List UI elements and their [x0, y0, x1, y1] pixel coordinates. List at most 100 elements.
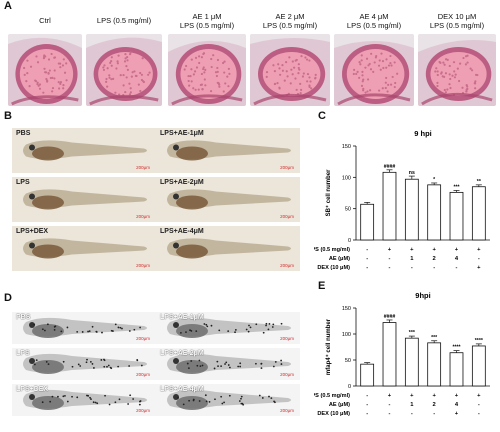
significance-label: *** — [453, 184, 460, 190]
zebrafish-larva-icon — [156, 312, 300, 344]
condition-value: + — [455, 393, 459, 399]
histology-label-line1: AE 4 μM — [359, 12, 389, 21]
histology-label-line2: LPS (0.5 mg/ml) — [429, 21, 485, 30]
histology-label: AE 2 μM LPS (0.5 mg/ml) — [250, 12, 330, 30]
condition-value: - — [389, 402, 391, 408]
condition-value: - — [389, 265, 391, 271]
panel-d-fluorescence-grid: PBS 200μm LPS+AE-1μM 200μm LPS 200μm LPS+AE-2μ… — [12, 312, 308, 424]
histology-section — [86, 34, 162, 106]
condition-value: 2 — [433, 402, 436, 408]
condition-value: - — [366, 411, 368, 417]
significance-label: ** — [477, 179, 482, 185]
condition-value: 1 — [410, 402, 414, 408]
condition-value: - — [366, 402, 368, 408]
histology-image — [250, 34, 330, 106]
zebrafish-larva-icon — [12, 312, 156, 344]
scale-bar-label: 200μm — [136, 408, 150, 413]
condition-row-label: AE (μM) — [329, 402, 350, 408]
histology-image — [168, 34, 246, 106]
condition-value: + — [477, 265, 481, 271]
condition-value: + — [410, 247, 414, 253]
histology-label-line1: AE 1 μM — [192, 12, 222, 21]
bar — [382, 322, 397, 387]
scale-bar-label: 200μm — [280, 165, 294, 170]
significance-label: ns — [409, 170, 415, 176]
y-tick-label: 150 — [342, 306, 351, 312]
histology-label: LPS (0.5 mg/ml) — [84, 16, 164, 25]
panel-b-brightfield-grid: PBS 200μm LPS+AE-1μM 200μm LPS 200μm LPS+AE-2μ… — [12, 128, 308, 280]
histology-image — [418, 34, 496, 106]
zebrafish-larva-icon — [156, 128, 300, 173]
zebrafish-larva-icon — [12, 384, 156, 416]
larva-image: LPS 200μm — [12, 177, 156, 222]
condition-value: - — [411, 411, 413, 417]
zebrafish-larva-icon — [12, 177, 156, 222]
larva-group-label: LPS — [16, 179, 30, 186]
bar — [427, 342, 442, 387]
y-tick-label: 50 — [345, 358, 351, 364]
condition-value: - — [366, 393, 368, 399]
larva-group-label: LPS+AE-2μM — [160, 350, 204, 357]
larva-image: LPS+AE-4μM 200μm — [156, 226, 300, 271]
bar — [471, 186, 486, 241]
zebrafish-larva-icon — [12, 226, 156, 271]
scale-bar-label: 200μm — [136, 336, 150, 341]
zebrafish-larva-icon — [156, 226, 300, 271]
histology-label-line2: LPS (0.5 mg/ml) — [262, 21, 318, 30]
scale-bar-label: 200μm — [280, 408, 294, 413]
condition-value: - — [366, 247, 368, 253]
condition-row-label: DEX (10 μM) — [317, 265, 350, 271]
condition-row-label: LPS (0.5 mg/ml) — [314, 393, 350, 399]
larva-group-label: LPS+AE-4μM — [160, 228, 204, 235]
zebrafish-larva-icon — [156, 384, 300, 416]
larva-group-label: LPS+AE-4μM — [160, 386, 204, 393]
bar — [360, 203, 375, 241]
condition-value: + — [455, 411, 459, 417]
histology-label: AE 4 μM LPS (0.5 mg/ml) — [334, 12, 414, 30]
scale-bar-label: 200μm — [280, 263, 294, 268]
bar — [449, 352, 464, 387]
larva-group-label: LPS+AE-1μM — [160, 130, 204, 137]
condition-value: + — [388, 247, 392, 253]
histology-section — [418, 34, 496, 106]
histology-image — [334, 34, 414, 106]
panel-letter-b: B — [4, 110, 12, 122]
panel-letter-e: E — [318, 280, 326, 292]
condition-value: - — [366, 265, 368, 271]
larva-image: PBS 200μm — [12, 312, 156, 344]
significance-label: #### — [384, 314, 396, 320]
larva-image: LPS+AE-2μM 200μm — [156, 348, 300, 380]
larva-group-label: LPS — [16, 350, 30, 357]
histology-label-line1: DEX 10 μM — [437, 12, 477, 21]
histology-label-line1: AE 2 μM — [275, 12, 305, 21]
larva-group-label: LPS+AE-2μM — [160, 179, 204, 186]
larva-image: LPS 200μm — [12, 348, 156, 380]
bar — [427, 184, 442, 241]
panel-letter-a: A — [4, 0, 12, 12]
bar — [404, 337, 419, 387]
scale-bar-label: 200μm — [136, 214, 150, 219]
histology-label-line1: Ctrl — [39, 16, 51, 25]
histology-label-line2: LPS (0.5 mg/ml) — [346, 21, 402, 30]
y-tick-label: 100 — [342, 175, 351, 181]
panel-a-histology: Ctrl LPS (0.5 mg/ml) AE 1 μM LPS (0.5 mg/ml… — [8, 12, 498, 107]
condition-value: - — [478, 256, 480, 262]
significance-label: * — [433, 177, 436, 183]
y-tick-label: 50 — [345, 207, 351, 213]
larva-image: LPS+AE-2μM 200μm — [156, 177, 300, 222]
significance-label: *** — [409, 330, 416, 336]
bar — [360, 363, 375, 387]
histology-image — [8, 34, 82, 106]
histology-label: AE 1 μM LPS (0.5 mg/ml) — [167, 12, 247, 30]
y-tick-label: 150 — [342, 144, 351, 150]
scale-bar-label: 200μm — [280, 372, 294, 377]
condition-value: - — [478, 402, 480, 408]
y-tick-label: 0 — [348, 384, 351, 390]
panel-letter-d: D — [4, 292, 12, 304]
condition-value: - — [433, 265, 435, 271]
condition-value: + — [477, 393, 481, 399]
y-tick-label: 0 — [348, 238, 351, 244]
larva-image: LPS+AE-1μM 200μm — [156, 312, 300, 344]
